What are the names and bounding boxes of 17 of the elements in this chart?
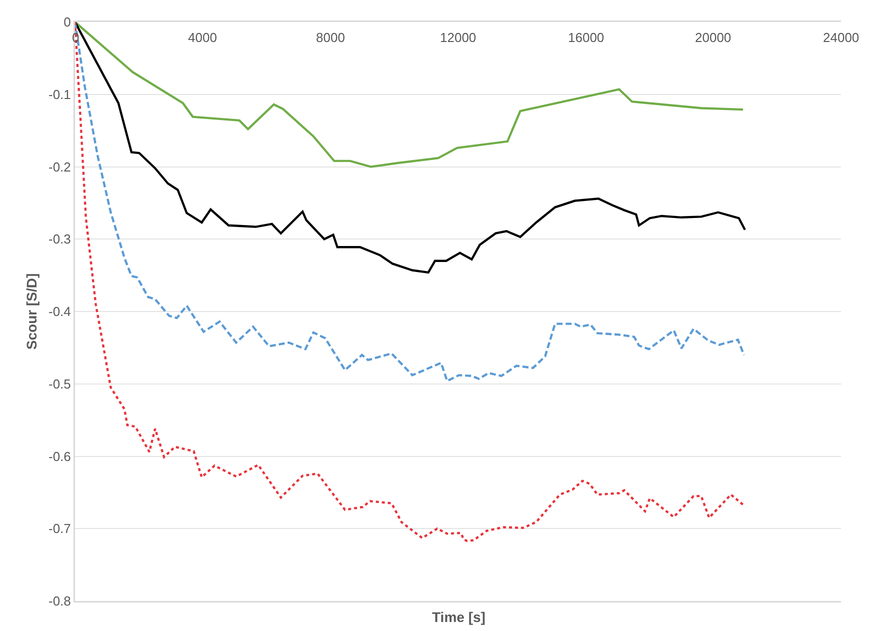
x-axis-title: Time [s]: [432, 609, 486, 625]
x-tick-label: 24000: [823, 30, 860, 45]
y-tick-label: -0.1: [48, 86, 71, 102]
y-tick-label: -0.6: [48, 448, 71, 464]
y-tick-label: -0.7: [48, 521, 71, 536]
y-tick-label: -0.3: [48, 232, 71, 247]
y-tick-label: -0.4: [48, 304, 71, 320]
y-tick-label: -0.5: [48, 376, 71, 392]
x-tick-label: 16000: [568, 30, 604, 45]
y-tick-label: -0.2: [48, 159, 71, 174]
x-tick-label: 12000: [440, 30, 476, 45]
y-axis-title: Scour [S/D]: [23, 273, 40, 350]
x-tick-label: 8000: [316, 30, 345, 45]
y-tick-label: -0.8: [48, 594, 71, 609]
x-tick-label: 4000: [188, 30, 217, 45]
y-tick-label: 0: [64, 14, 71, 30]
x-tick-label: 20000: [695, 30, 732, 45]
